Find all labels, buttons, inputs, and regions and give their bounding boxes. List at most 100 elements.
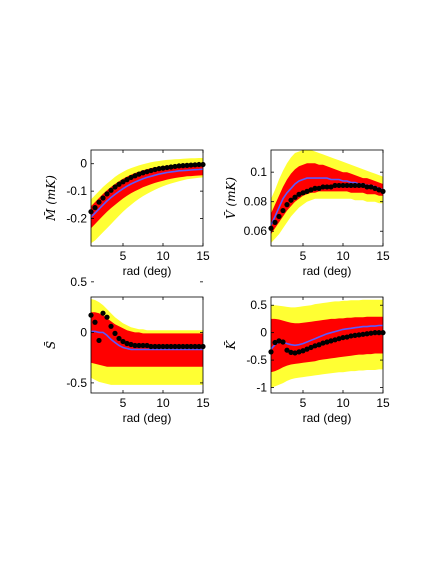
- data-point: [168, 343, 174, 350]
- data-point: [320, 184, 326, 190]
- data-point: [112, 184, 118, 190]
- data-point: [276, 338, 282, 344]
- y-tick-label: 0.06: [244, 224, 268, 238]
- data-point: [136, 171, 142, 177]
- data-point: [92, 205, 98, 211]
- y-tick-label: 0: [80, 325, 87, 339]
- data-point: [148, 167, 154, 174]
- data-point: [132, 342, 138, 349]
- data-point: [112, 330, 118, 336]
- data-point: [296, 191, 302, 197]
- panel-4: 5 10 15 0.5 0 -0.5 -1 rad (deg) K̄: [223, 296, 390, 425]
- data-point: [316, 342, 322, 348]
- x-tick-label: 15: [196, 396, 210, 410]
- data-point: [284, 347, 290, 353]
- y-tick-label: -0.5: [66, 376, 87, 390]
- data-point: [180, 163, 186, 169]
- x-tick-label: 5: [300, 396, 307, 410]
- x-tick-label: 15: [376, 396, 390, 410]
- data-point: [328, 338, 334, 344]
- y-tick-label: -1: [256, 381, 267, 395]
- data-point: [328, 184, 334, 190]
- data-point: [332, 337, 338, 343]
- data-point: [300, 190, 306, 196]
- x-tick-label: 10: [336, 249, 350, 263]
- inner-band: [91, 312, 203, 367]
- data-point: [192, 343, 198, 350]
- data-point: [324, 184, 330, 190]
- x-axis-label: rad (deg): [303, 411, 352, 425]
- x-tick-label: 5: [120, 249, 127, 263]
- data-point: [292, 194, 298, 200]
- data-point: [136, 342, 142, 349]
- data-point: [92, 319, 98, 325]
- data-point: [348, 182, 354, 189]
- data-point: [140, 342, 146, 349]
- data-point: [124, 340, 130, 347]
- data-point: [132, 173, 138, 179]
- data-point: [276, 213, 282, 220]
- data-point: [344, 182, 350, 189]
- data-point: [340, 182, 346, 189]
- y-tick-label: 0.1: [250, 165, 267, 179]
- data-point: [376, 330, 382, 336]
- y-axis-label: M̄ (mK): [43, 175, 58, 222]
- data-point: [108, 187, 114, 193]
- y-tick-label: 0.5: [70, 275, 87, 289]
- y-tick-label: 0: [260, 326, 267, 340]
- data-point: [144, 342, 150, 349]
- data-point: [360, 182, 366, 189]
- data-point: [356, 182, 362, 189]
- axes-frame: [270, 149, 384, 247]
- data-point: [116, 335, 122, 342]
- y-tick-label: 0.5: [250, 298, 267, 312]
- x-tick-label: 5: [120, 396, 127, 410]
- data-point: [364, 331, 370, 337]
- data-point: [100, 310, 106, 316]
- data-point: [152, 343, 158, 350]
- y-tick-label: 0.08: [244, 195, 268, 209]
- data-point: [172, 343, 178, 350]
- data-point: [312, 185, 318, 191]
- data-point: [192, 162, 198, 168]
- data-point: [124, 177, 130, 183]
- data-point: [188, 343, 194, 350]
- data-point: [128, 174, 134, 181]
- data-point: [164, 164, 170, 171]
- data-point: [180, 343, 186, 350]
- data-point: [344, 334, 350, 340]
- data-point: [188, 162, 194, 168]
- data-point: [184, 343, 190, 350]
- plot-area: [91, 158, 203, 244]
- axes-frame: [90, 149, 204, 247]
- data-point: [172, 163, 178, 170]
- data-point: [104, 314, 110, 320]
- model-line: [271, 324, 383, 350]
- data-point: [308, 344, 314, 351]
- data-point: [108, 323, 114, 329]
- data-point: [304, 346, 310, 352]
- data-point: [360, 331, 366, 337]
- data-point: [152, 166, 158, 173]
- data-point: [332, 182, 338, 189]
- data-point: [196, 161, 202, 168]
- data-point: [352, 182, 358, 189]
- x-axis-label: rad (deg): [303, 264, 352, 278]
- data-point: [312, 343, 318, 349]
- data-point: [196, 343, 202, 350]
- data-point: [176, 343, 182, 350]
- x-axis-label: rad (deg): [123, 264, 172, 278]
- y-axis-label: V̄ (mK): [223, 177, 238, 220]
- data-point: [356, 332, 362, 338]
- data-point: [316, 185, 322, 191]
- data-point: [120, 179, 126, 185]
- data-point: [116, 181, 122, 187]
- data-point: [340, 334, 346, 341]
- data-point: [376, 187, 382, 193]
- x-tick-label: 10: [336, 396, 350, 410]
- y-tick-label: -0.1: [66, 184, 87, 198]
- data-point: [144, 169, 150, 175]
- data-point: [304, 188, 310, 194]
- data-point: [288, 349, 294, 356]
